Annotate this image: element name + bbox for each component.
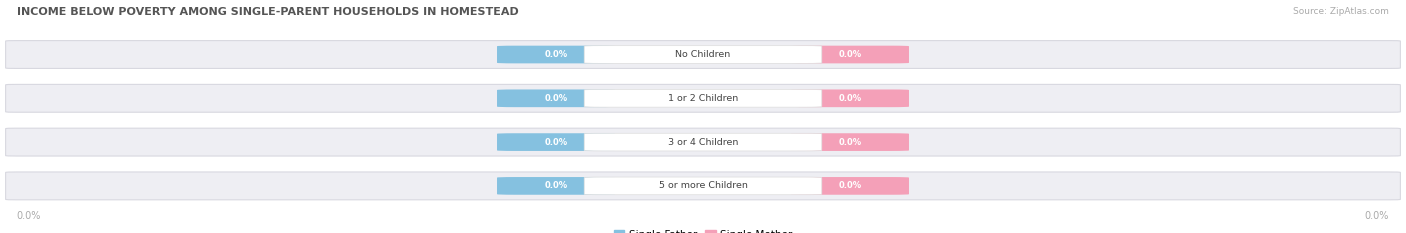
FancyBboxPatch shape [790, 133, 908, 151]
Text: 0.0%: 0.0% [544, 138, 568, 147]
Text: 0.0%: 0.0% [544, 182, 568, 190]
FancyBboxPatch shape [585, 177, 821, 195]
FancyBboxPatch shape [6, 41, 1400, 69]
FancyBboxPatch shape [585, 89, 821, 107]
Text: 0.0%: 0.0% [1365, 211, 1389, 221]
FancyBboxPatch shape [498, 46, 616, 63]
Text: 0.0%: 0.0% [544, 50, 568, 59]
Text: 0.0%: 0.0% [544, 94, 568, 103]
FancyBboxPatch shape [498, 133, 616, 151]
FancyBboxPatch shape [790, 46, 908, 63]
Text: 3 or 4 Children: 3 or 4 Children [668, 138, 738, 147]
Text: 1 or 2 Children: 1 or 2 Children [668, 94, 738, 103]
FancyBboxPatch shape [790, 89, 908, 107]
Text: 0.0%: 0.0% [17, 211, 41, 221]
FancyBboxPatch shape [6, 128, 1400, 156]
FancyBboxPatch shape [585, 46, 821, 63]
Text: 0.0%: 0.0% [838, 94, 862, 103]
Text: 0.0%: 0.0% [838, 138, 862, 147]
Text: Source: ZipAtlas.com: Source: ZipAtlas.com [1294, 7, 1389, 16]
Text: No Children: No Children [675, 50, 731, 59]
Text: 0.0%: 0.0% [838, 50, 862, 59]
FancyBboxPatch shape [585, 133, 821, 151]
Text: INCOME BELOW POVERTY AMONG SINGLE-PARENT HOUSEHOLDS IN HOMESTEAD: INCOME BELOW POVERTY AMONG SINGLE-PARENT… [17, 7, 519, 17]
FancyBboxPatch shape [498, 89, 616, 107]
FancyBboxPatch shape [6, 84, 1400, 112]
FancyBboxPatch shape [790, 177, 908, 195]
Text: 0.0%: 0.0% [838, 182, 862, 190]
Text: 5 or more Children: 5 or more Children [658, 182, 748, 190]
FancyBboxPatch shape [6, 172, 1400, 200]
Legend: Single Father, Single Mother: Single Father, Single Mother [612, 228, 794, 233]
FancyBboxPatch shape [498, 177, 616, 195]
